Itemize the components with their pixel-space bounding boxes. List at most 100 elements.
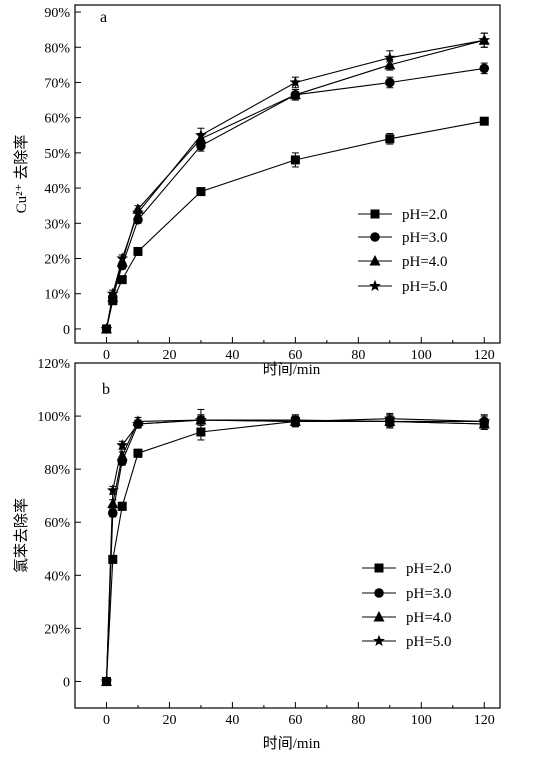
legend-item-pH=3.0: pH=3.0 xyxy=(358,230,448,246)
y-tick-label: 90% xyxy=(44,6,70,21)
series-line xyxy=(105,120,485,330)
data-point xyxy=(383,51,396,63)
y-tick-label: 0 xyxy=(63,323,70,338)
x-tick-label: 20 xyxy=(162,348,176,363)
y-axis-label: Cu²⁺ 去除率 xyxy=(13,135,30,214)
legend-marker xyxy=(373,611,385,622)
series-line xyxy=(105,418,485,682)
data-point xyxy=(196,141,206,151)
data-point xyxy=(116,252,129,264)
legend-marker xyxy=(369,255,381,266)
series-pH=2.0 xyxy=(101,116,489,334)
data-point xyxy=(132,417,144,430)
legend-item-pH=3.0: pH=3.0 xyxy=(362,586,452,602)
y-tick-label: 60% xyxy=(44,112,70,127)
data-point xyxy=(196,427,206,437)
y-tick-label: 0 xyxy=(63,675,70,690)
data-point xyxy=(478,34,491,46)
data-point xyxy=(196,187,206,197)
x-tick-label: 0 xyxy=(103,713,110,728)
data-point xyxy=(133,448,143,458)
data-point xyxy=(195,129,207,141)
data-point xyxy=(478,415,491,427)
legend-label: pH=5.0 xyxy=(406,634,452,650)
y-tick-label: 80% xyxy=(44,41,70,56)
legend-label: pH=3.0 xyxy=(402,230,448,246)
x-tick-label: 120 xyxy=(474,348,495,363)
series-pH=5.0 xyxy=(100,32,491,334)
x-tick-label: 0 xyxy=(103,348,110,363)
chart-panel-b: 0 20 40 60 80 100 120 0 20% 40% 60% 80% 100% 120% b 时间/… xyxy=(13,357,501,752)
legend-marker xyxy=(373,634,385,647)
data-point xyxy=(106,287,119,299)
legend-item-pH=5.0: pH=5.0 xyxy=(362,634,452,650)
series-line xyxy=(105,419,485,682)
legend-label: pH=2.0 xyxy=(402,207,448,223)
legend-label: pH=5.0 xyxy=(402,279,448,295)
data-point xyxy=(108,554,118,564)
x-tick-label: 100 xyxy=(411,713,432,728)
y-tick-label: 60% xyxy=(44,516,70,531)
data-point xyxy=(116,439,129,451)
legend-marker xyxy=(374,588,384,598)
plot-frame xyxy=(74,362,501,709)
panel-letter: b xyxy=(102,381,110,398)
data-point xyxy=(385,134,395,144)
data-point xyxy=(133,246,143,256)
legend-marker xyxy=(370,232,380,242)
series-pH=5.0 xyxy=(100,408,491,687)
data-point xyxy=(195,413,207,426)
series-line xyxy=(105,39,485,329)
y-tick-label: 20% xyxy=(44,253,70,268)
legend-item-pH=4.0: pH=4.0 xyxy=(362,610,452,626)
x-tick-label: 80 xyxy=(351,713,365,728)
data-point xyxy=(117,275,127,285)
legend-marker xyxy=(369,279,381,292)
plot-frame xyxy=(74,4,501,344)
panel-letter: a xyxy=(100,9,107,26)
x-tick-label: 60 xyxy=(288,348,302,363)
x-axis-label: 时间/min xyxy=(263,735,321,752)
y-tick-label: 10% xyxy=(44,288,70,303)
chart-panel-a: 0 20 40 60 80 100 120 0 10% 20% 30% 40% 50% 60% 70% 80%… xyxy=(13,4,501,378)
legend-marker xyxy=(374,563,384,573)
y-tick-label: 100% xyxy=(37,410,70,425)
x-tick-label: 100 xyxy=(411,348,432,363)
legend-item-pH=5.0: pH=5.0 xyxy=(358,279,448,295)
y-tick-label: 120% xyxy=(37,357,70,372)
x-tick-label: 120 xyxy=(474,713,495,728)
data-point xyxy=(383,412,396,424)
x-tick-label: 40 xyxy=(225,348,239,363)
x-tick-label: 80 xyxy=(351,348,365,363)
data-point xyxy=(106,484,119,496)
y-tick-label: 30% xyxy=(44,217,70,232)
legend-label: pH=3.0 xyxy=(406,586,452,602)
data-point xyxy=(132,206,144,218)
data-point xyxy=(290,155,300,165)
legend-marker xyxy=(370,209,380,219)
y-tick-label: 20% xyxy=(44,622,70,637)
data-point xyxy=(479,116,489,126)
data-point xyxy=(385,77,395,88)
data-point xyxy=(479,63,490,74)
legend-label: pH=4.0 xyxy=(402,254,448,270)
y-axis-label: 氯苯去除率 xyxy=(13,498,30,573)
data-point xyxy=(117,501,127,511)
legend-item-pH=4.0: pH=4.0 xyxy=(358,254,448,270)
data-point xyxy=(289,76,302,88)
y-tick-label: 40% xyxy=(44,569,70,584)
y-tick-label: 40% xyxy=(44,182,70,197)
x-tick-label: 60 xyxy=(288,713,302,728)
data-point xyxy=(100,675,113,687)
data-point xyxy=(289,88,301,100)
data-point xyxy=(289,415,302,427)
x-tick-label: 20 xyxy=(162,713,176,728)
legend-item-pH=2.0: pH=2.0 xyxy=(362,561,452,577)
y-tick-label: 50% xyxy=(44,147,70,162)
x-axis-label: 时间/min xyxy=(263,361,321,378)
legend-label: pH=4.0 xyxy=(406,610,452,626)
x-tick-label: 40 xyxy=(225,713,239,728)
data-point xyxy=(100,322,113,334)
legend-label: pH=2.0 xyxy=(406,561,452,577)
